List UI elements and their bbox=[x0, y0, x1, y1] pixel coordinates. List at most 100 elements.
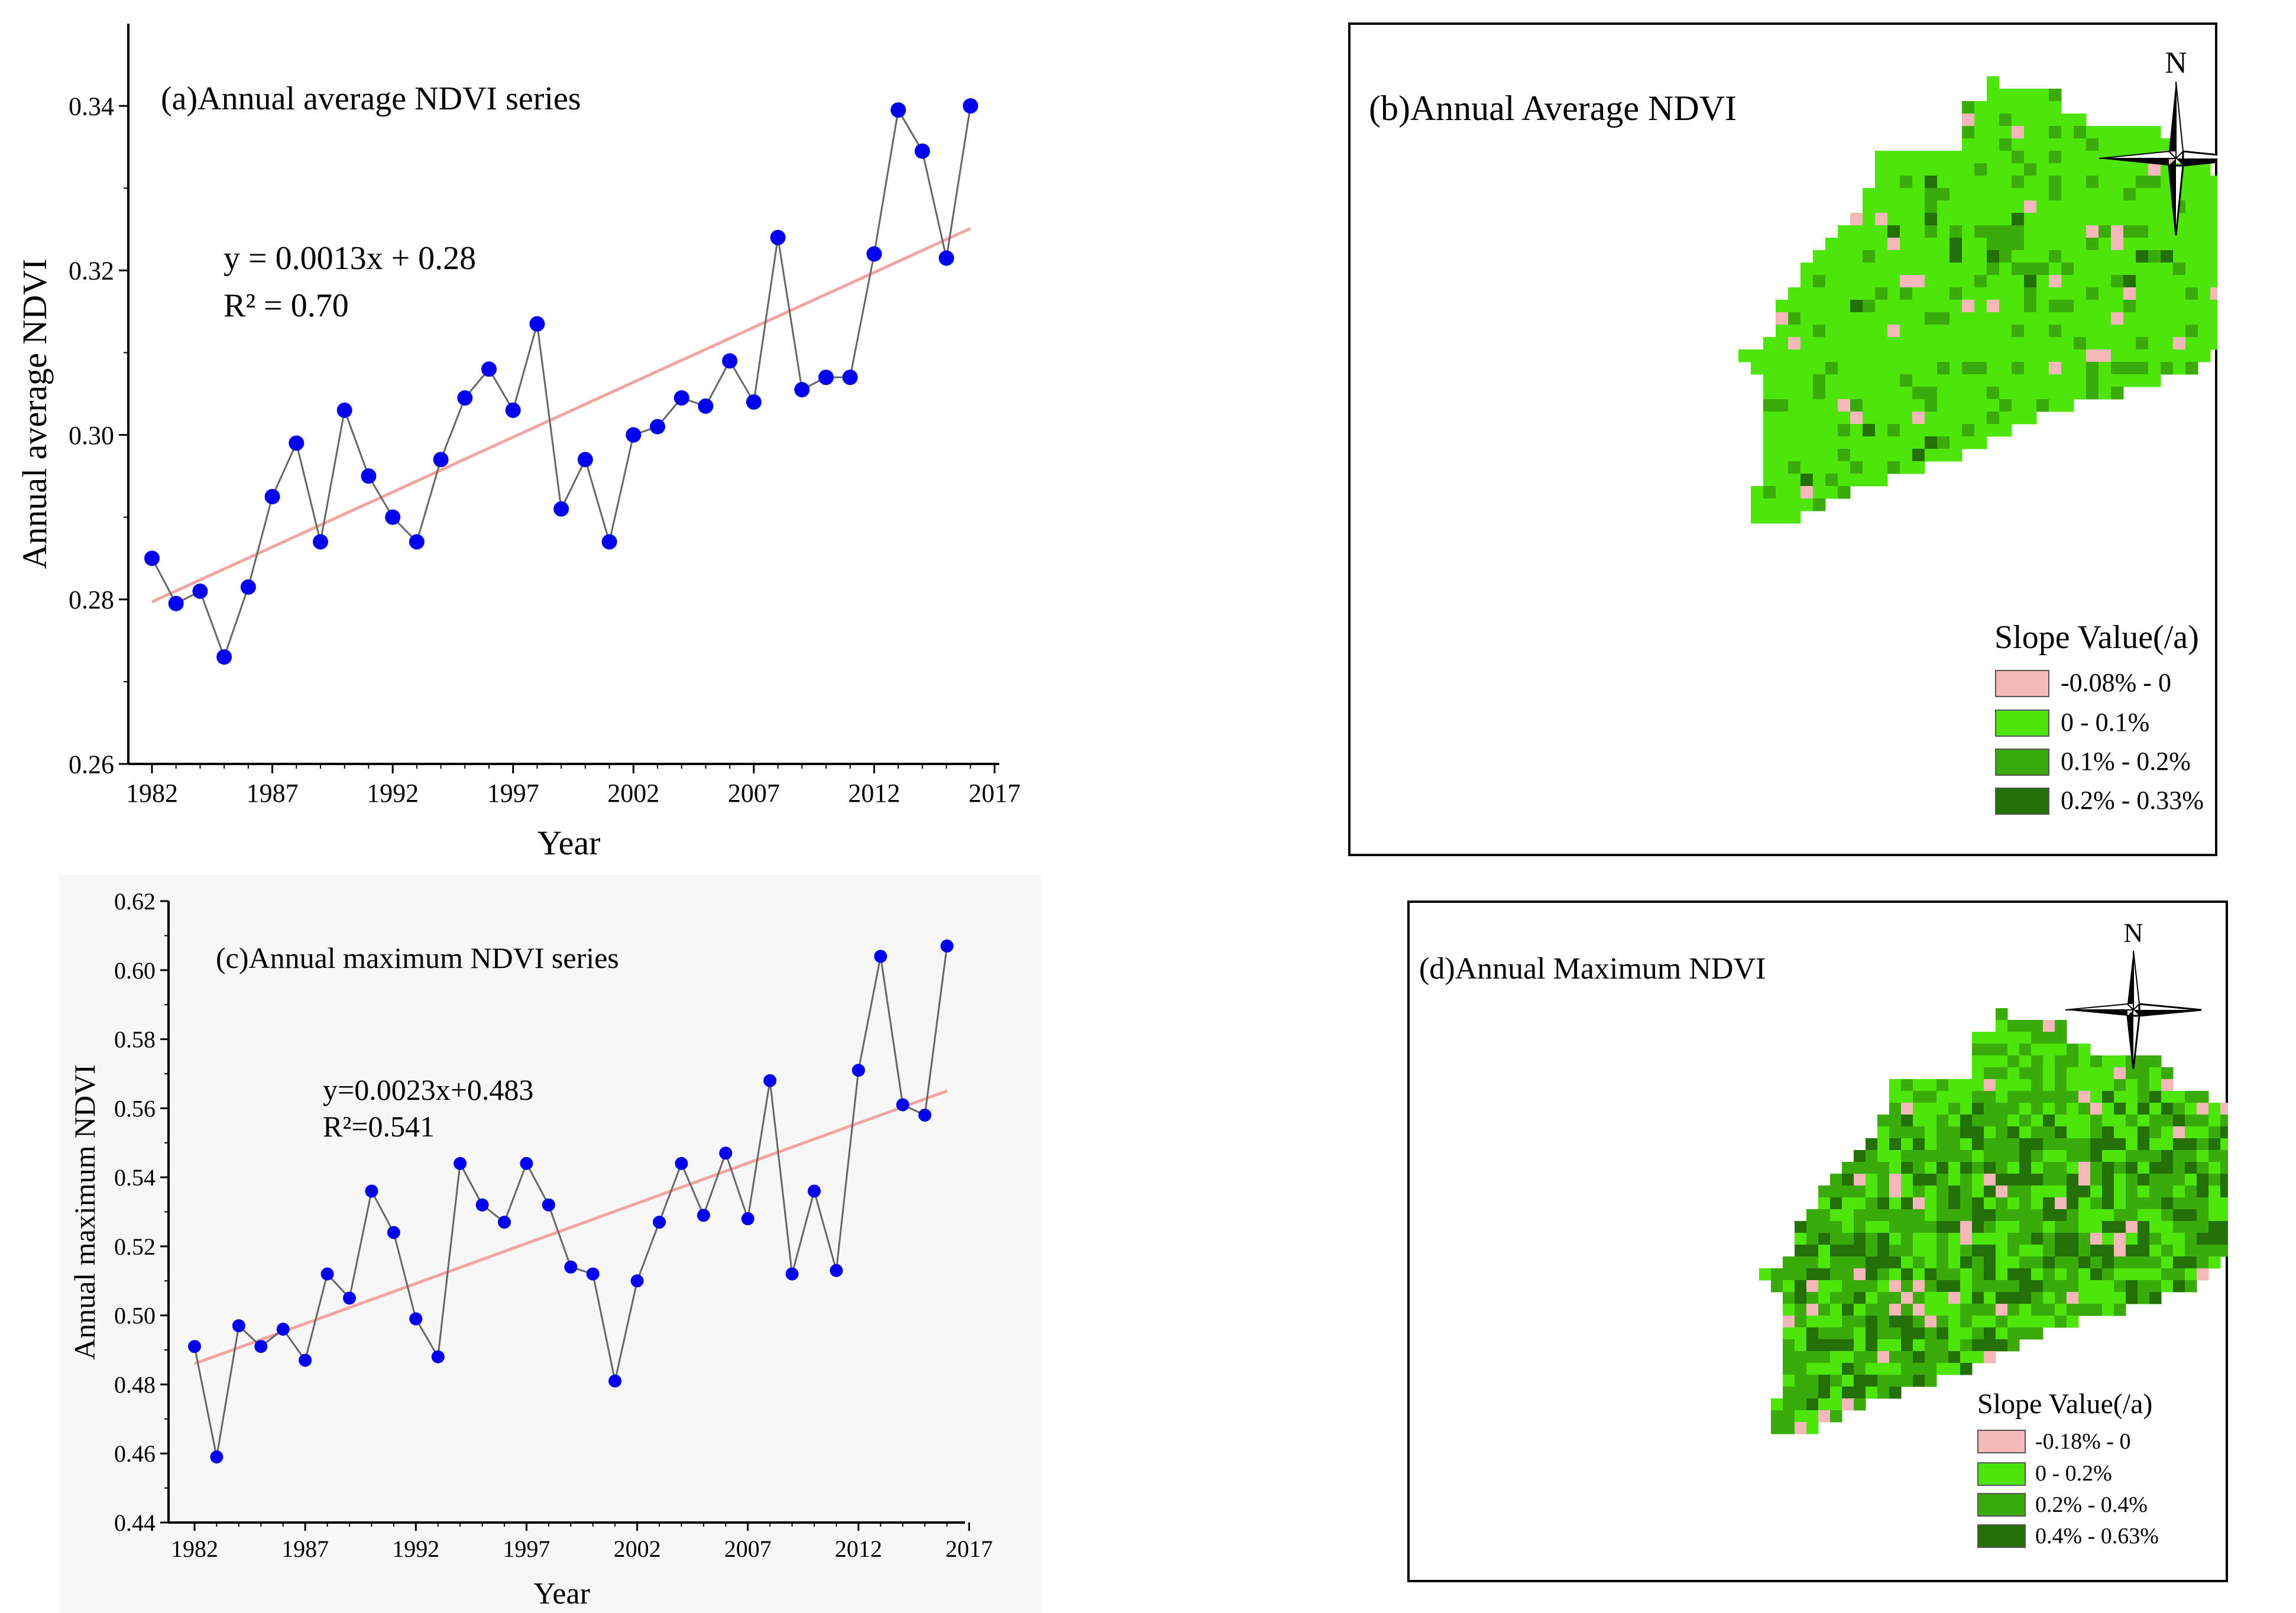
data-point bbox=[914, 143, 930, 159]
raster-cell bbox=[1972, 1091, 1984, 1103]
raster-cell bbox=[2007, 1339, 2020, 1352]
raster-cell bbox=[1960, 1316, 1973, 1328]
raster-cell bbox=[2007, 1233, 2020, 1245]
raster-cell bbox=[1901, 1221, 1913, 1233]
raster-cell bbox=[1999, 101, 2012, 114]
raster-cell bbox=[1813, 498, 1826, 511]
raster-cell bbox=[1950, 213, 1963, 226]
raster-cell bbox=[2148, 163, 2161, 176]
raster-cell bbox=[2161, 225, 2174, 238]
raster-cell bbox=[2090, 1268, 2103, 1281]
raster-cell bbox=[2099, 138, 2112, 151]
raster-cell bbox=[1806, 1233, 1819, 1245]
raster-cell bbox=[2074, 275, 2087, 288]
raster-cell bbox=[1889, 1268, 1902, 1281]
raster-cell bbox=[2007, 1304, 2020, 1316]
raster-cell bbox=[1813, 486, 1826, 499]
raster-cell bbox=[1948, 1233, 1961, 1245]
raster-cell bbox=[1925, 1197, 1937, 1210]
raster-cell bbox=[1999, 200, 2012, 213]
raster-cell bbox=[2036, 312, 2049, 325]
raster-cell bbox=[2136, 287, 2149, 300]
raster-cell bbox=[2049, 325, 2062, 338]
raster-cell bbox=[2198, 275, 2211, 288]
raster-cell bbox=[1877, 1363, 1890, 1375]
raster-cell bbox=[1913, 1115, 1925, 1127]
raster-cell bbox=[2136, 138, 2149, 151]
raster-cell bbox=[2099, 250, 2112, 263]
raster-cell bbox=[1889, 1375, 1902, 1387]
raster-cell bbox=[1999, 424, 2012, 437]
raster-cell bbox=[2185, 225, 2198, 238]
raster-cell bbox=[2078, 1067, 2091, 1080]
raster-cell bbox=[2090, 1292, 2103, 1304]
data-point bbox=[365, 1184, 378, 1198]
raster-cell bbox=[2049, 225, 2062, 238]
raster-cell bbox=[1866, 1150, 1878, 1162]
raster-cell bbox=[1825, 349, 1838, 362]
raster-cell bbox=[2148, 325, 2161, 338]
raster-cell bbox=[2111, 188, 2124, 201]
raster-cell bbox=[2078, 1245, 2091, 1257]
raster-cell bbox=[2012, 300, 2025, 313]
raster-cell bbox=[1984, 1245, 1996, 1257]
raster-cell bbox=[1795, 1375, 1807, 1387]
raster-cell bbox=[1974, 436, 1987, 449]
raster-cell bbox=[1838, 387, 1851, 400]
data-point bbox=[938, 250, 954, 266]
raster-cell bbox=[1813, 474, 1826, 487]
raster-cell bbox=[1813, 325, 1826, 338]
raster-cell bbox=[1999, 387, 2012, 400]
raster-cell bbox=[1838, 349, 1851, 362]
north-label: N bbox=[2165, 46, 2187, 80]
raster-cell bbox=[2173, 1138, 2185, 1151]
raster-cell bbox=[1912, 449, 1925, 462]
raster-cell bbox=[1925, 1186, 1937, 1198]
raster-cell bbox=[1901, 1280, 1913, 1293]
raster-cell bbox=[2031, 1186, 2044, 1198]
raster-cell bbox=[1863, 374, 1876, 387]
raster-cell bbox=[1863, 325, 1876, 338]
raster-cell bbox=[2090, 1150, 2103, 1162]
raster-cell bbox=[2031, 1174, 2044, 1186]
raster-cell bbox=[2061, 275, 2074, 288]
raster-cell bbox=[2090, 1186, 2103, 1198]
raster-cell bbox=[1960, 1268, 1973, 1281]
raster-cell bbox=[1806, 1422, 1819, 1434]
raster-cell bbox=[1763, 461, 1776, 474]
raster-cell bbox=[2138, 1055, 2150, 1068]
raster-cell bbox=[2138, 1256, 2150, 1269]
raster-cell bbox=[1875, 250, 1888, 263]
raster-cell bbox=[1912, 176, 1925, 189]
raster-cell bbox=[2111, 176, 2124, 189]
raster-cell bbox=[2031, 1304, 2044, 1316]
raster-cell bbox=[2012, 399, 2025, 412]
raster-cell bbox=[1974, 238, 1987, 251]
raster-cell bbox=[1972, 1209, 1984, 1222]
raster-cell bbox=[2173, 1103, 2185, 1115]
raster-cell bbox=[2055, 1245, 2067, 1257]
raster-cell bbox=[1788, 287, 1801, 300]
y-tick-label: 0.28 bbox=[69, 585, 114, 614]
raster-cell bbox=[1813, 349, 1826, 362]
raster-cell bbox=[2031, 1138, 2044, 1151]
raster-cell bbox=[2198, 263, 2211, 276]
raster-cell bbox=[2055, 1138, 2067, 1151]
raster-cell bbox=[2111, 126, 2124, 139]
raster-cell bbox=[1948, 1115, 1961, 1127]
raster-cell bbox=[2185, 1162, 2197, 1174]
raster-cell bbox=[1818, 1280, 1831, 1293]
raster-cell bbox=[2049, 114, 2062, 127]
raster-cell bbox=[2074, 300, 2087, 313]
raster-cell bbox=[2138, 1162, 2150, 1174]
raster-cell bbox=[2086, 325, 2099, 338]
raster-cell bbox=[2061, 349, 2074, 362]
raster-cell bbox=[1936, 1233, 1949, 1245]
raster-cell bbox=[1974, 101, 1987, 114]
raster-cell bbox=[2161, 1233, 2174, 1245]
raster-cell bbox=[1948, 1162, 1961, 1174]
raster-cell bbox=[1984, 1055, 1996, 1068]
raster-cell bbox=[2024, 337, 2037, 350]
raster-cell bbox=[1950, 449, 1963, 462]
raster-cell bbox=[1813, 461, 1826, 474]
